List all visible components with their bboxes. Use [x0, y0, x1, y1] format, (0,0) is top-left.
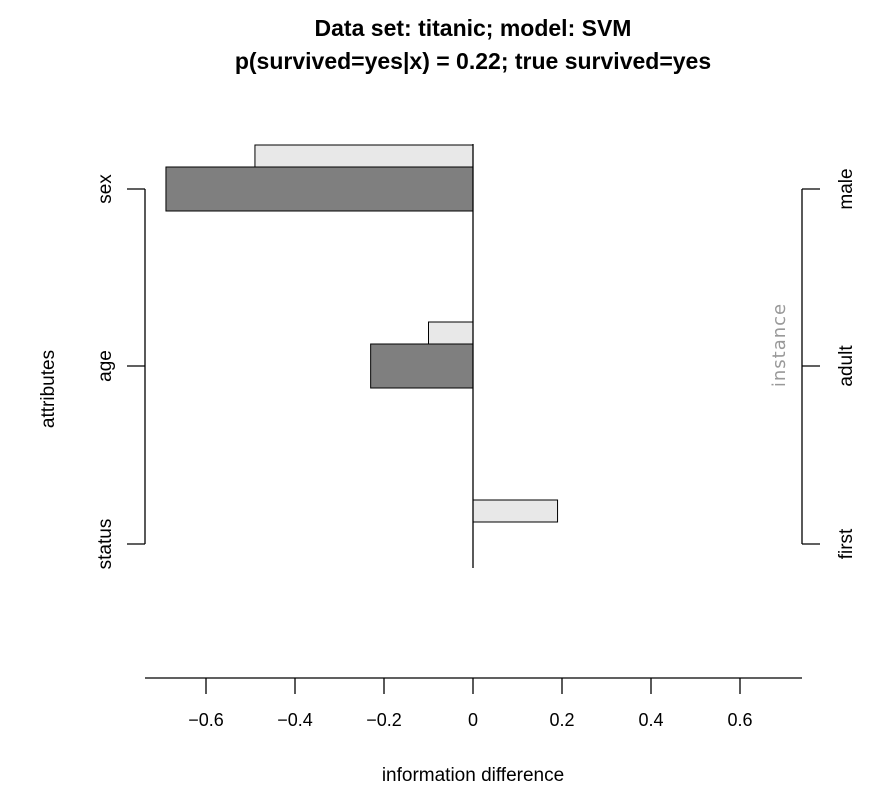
instance-axis-title: instance — [769, 303, 790, 387]
x-tick-label-1: −0.4 — [277, 710, 313, 730]
x-tick-label-2: −0.2 — [366, 710, 402, 730]
x-tick-label-3: 0 — [468, 710, 478, 730]
x-axis-title: information difference — [382, 765, 564, 786]
instance-value-male: male — [836, 168, 857, 209]
bar-dark-age — [370, 343, 474, 389]
category-label-age: age — [95, 350, 116, 382]
bar-light-age — [428, 321, 474, 345]
axes-layer: sex age status male adult first −0.6 −0.4 −0.2 0 0… — [95, 144, 857, 730]
x-tick-label-0: −0.6 — [188, 710, 224, 730]
bar-light-status — [472, 499, 559, 523]
bars-layer — [165, 144, 559, 523]
bar-dark-sex — [165, 166, 474, 212]
instance-value-adult: adult — [836, 345, 857, 387]
x-tick-label-5: 0.4 — [638, 710, 663, 730]
instance-value-first: first — [836, 528, 857, 559]
category-label-sex: sex — [95, 174, 116, 204]
x-tick-label-4: 0.2 — [549, 710, 574, 730]
x-tick-label-6: 0.6 — [727, 710, 752, 730]
chart-title-line1: Data set: titanic; model: SVM — [315, 15, 632, 41]
category-label-status: status — [95, 519, 116, 570]
chart-title-line2: p(survived=yes|x) = 0.22; true survived=… — [235, 48, 711, 74]
y-axis-title: attributes — [38, 350, 59, 428]
bar-light-sex — [254, 144, 474, 168]
